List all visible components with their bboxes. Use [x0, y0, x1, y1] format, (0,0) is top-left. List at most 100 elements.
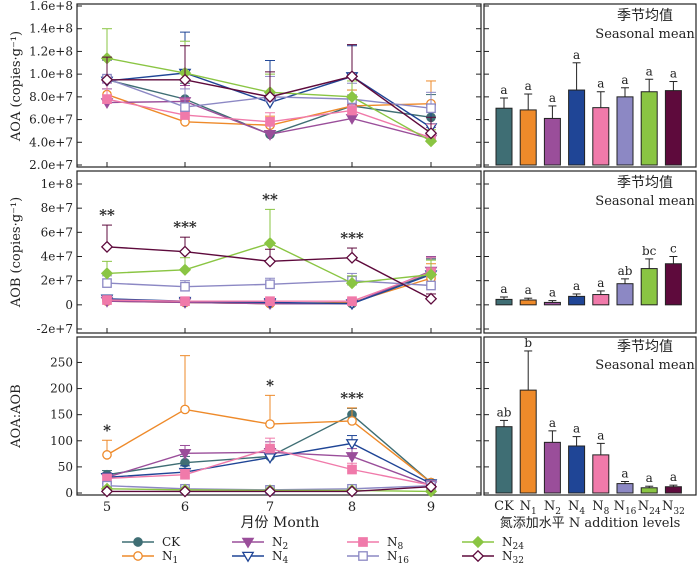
- bar: [568, 295, 586, 306]
- data-point: [263, 453, 277, 464]
- aoa-seasonal-title-en: Seasonal mean: [595, 27, 695, 42]
- bar: [616, 96, 634, 166]
- data-point: [424, 135, 438, 148]
- y-tick-label: 4.0e+7: [29, 135, 73, 149]
- y-tick-label: 250: [50, 355, 73, 369]
- significance-mark: ***: [173, 218, 197, 236]
- significance-letter: a: [573, 422, 580, 436]
- bar: [495, 298, 513, 306]
- legend-label: N24: [502, 535, 524, 552]
- legend-marker: [358, 551, 368, 561]
- legend-label: N2: [272, 535, 288, 552]
- data-point: [100, 267, 114, 280]
- data-point: [347, 296, 357, 307]
- legend-item-N8: N8: [347, 535, 404, 552]
- bar-CK: a: [495, 83, 513, 166]
- data-point: [180, 102, 190, 112]
- bar: [592, 107, 610, 166]
- significance-letter: a: [549, 286, 556, 300]
- bar: [592, 294, 610, 306]
- significance-letter: a: [597, 77, 604, 91]
- bar-N16: ab: [616, 264, 634, 306]
- ratio-seasonal-title-en: Seasonal mean: [595, 358, 695, 373]
- y-tick-label: 1.6e+8: [29, 0, 73, 13]
- month-tick-label: 7: [266, 500, 274, 515]
- legend-marker: [133, 537, 143, 547]
- bar-N32: c: [664, 242, 682, 306]
- ratio-bar-panel-frame: [483, 336, 697, 496]
- bar-N32: a: [664, 470, 682, 494]
- legend-item-N24: N24: [462, 535, 524, 552]
- legend-marker: [133, 551, 143, 561]
- bar: [543, 117, 561, 166]
- y-tick-label: 0: [65, 298, 73, 312]
- n-addition-axis-label: 氮添加水平 N addition levels: [500, 516, 681, 531]
- bar: [519, 299, 537, 306]
- bar: [664, 486, 682, 494]
- significance-letter: ab: [618, 264, 633, 278]
- legend-label: N1: [162, 549, 178, 564]
- significance-letter: a: [597, 276, 604, 290]
- data-point: [180, 296, 190, 307]
- significance-letter: a: [597, 428, 604, 442]
- data-point: [265, 296, 275, 307]
- axes-layer: 2.0e+7 4.0e+7 6.0e+7 8.0e+7 1.0e+8 1.2e+8 1.4e…: [9, 0, 685, 517]
- bar-category-label: N2: [544, 499, 561, 517]
- data-point: [180, 404, 190, 415]
- legend-item-N16: N16: [347, 549, 409, 564]
- legend-item-N4: N4: [232, 549, 289, 564]
- aob-seasonal-title-en: Seasonal mean: [595, 194, 695, 209]
- bar-N2: a: [543, 416, 561, 494]
- month-tick-label: 9: [427, 500, 435, 515]
- series-N32: [100, 44, 438, 140]
- lines-layer: ***************: [99, 28, 438, 498]
- bar: [543, 301, 561, 306]
- legend-item-CK: CK: [122, 535, 181, 549]
- y-tick-label: 6e+7: [41, 225, 73, 239]
- significance-letter: a: [646, 471, 653, 485]
- bar-CK: a: [495, 282, 513, 306]
- bar: [640, 91, 658, 166]
- bar-category-label: N24: [638, 499, 661, 517]
- bar-N1: b: [519, 336, 537, 494]
- bar-category-label: N1: [520, 499, 537, 517]
- data-point: [102, 295, 112, 305]
- bar-N24: a: [640, 64, 658, 166]
- bar: [640, 268, 658, 306]
- y-axis-label: AOA:AOB: [9, 384, 24, 448]
- significance-letter: c: [670, 242, 677, 256]
- bar-category-label: N4: [568, 499, 585, 517]
- series-N8: [102, 437, 436, 491]
- data-point: [180, 281, 190, 292]
- bar-category-label: N16: [614, 499, 637, 517]
- legend-label: N16: [387, 549, 409, 564]
- bar-N24: bc: [640, 244, 658, 306]
- significance-mark: *: [103, 421, 111, 439]
- bar-N4: a: [568, 48, 586, 166]
- data-point: [426, 280, 436, 291]
- y-tick-label: 2e+7: [41, 274, 73, 288]
- significance-letter: a: [500, 83, 507, 97]
- data-point: [180, 110, 190, 120]
- significance-letter: a: [670, 67, 677, 81]
- legend-item-N32: N32: [462, 549, 524, 564]
- bar: [568, 89, 586, 166]
- bar-N16: a: [616, 467, 634, 494]
- bar-N32: a: [664, 67, 682, 166]
- data-point: [263, 90, 277, 103]
- data-point: [178, 485, 192, 498]
- bar: [519, 109, 537, 166]
- significance-letter: a: [646, 64, 653, 78]
- data-point: [178, 449, 192, 460]
- y-tick-label: 200: [50, 382, 73, 396]
- series-N32: [100, 224, 438, 305]
- panel-frames: [76, 3, 697, 496]
- y-tick-label: 6.0e+7: [29, 113, 73, 127]
- month-tick-label: 5: [103, 500, 111, 515]
- bar: [495, 426, 513, 494]
- significance-mark: ***: [340, 229, 364, 247]
- data-point: [345, 70, 359, 83]
- significance-mark: **: [99, 206, 115, 224]
